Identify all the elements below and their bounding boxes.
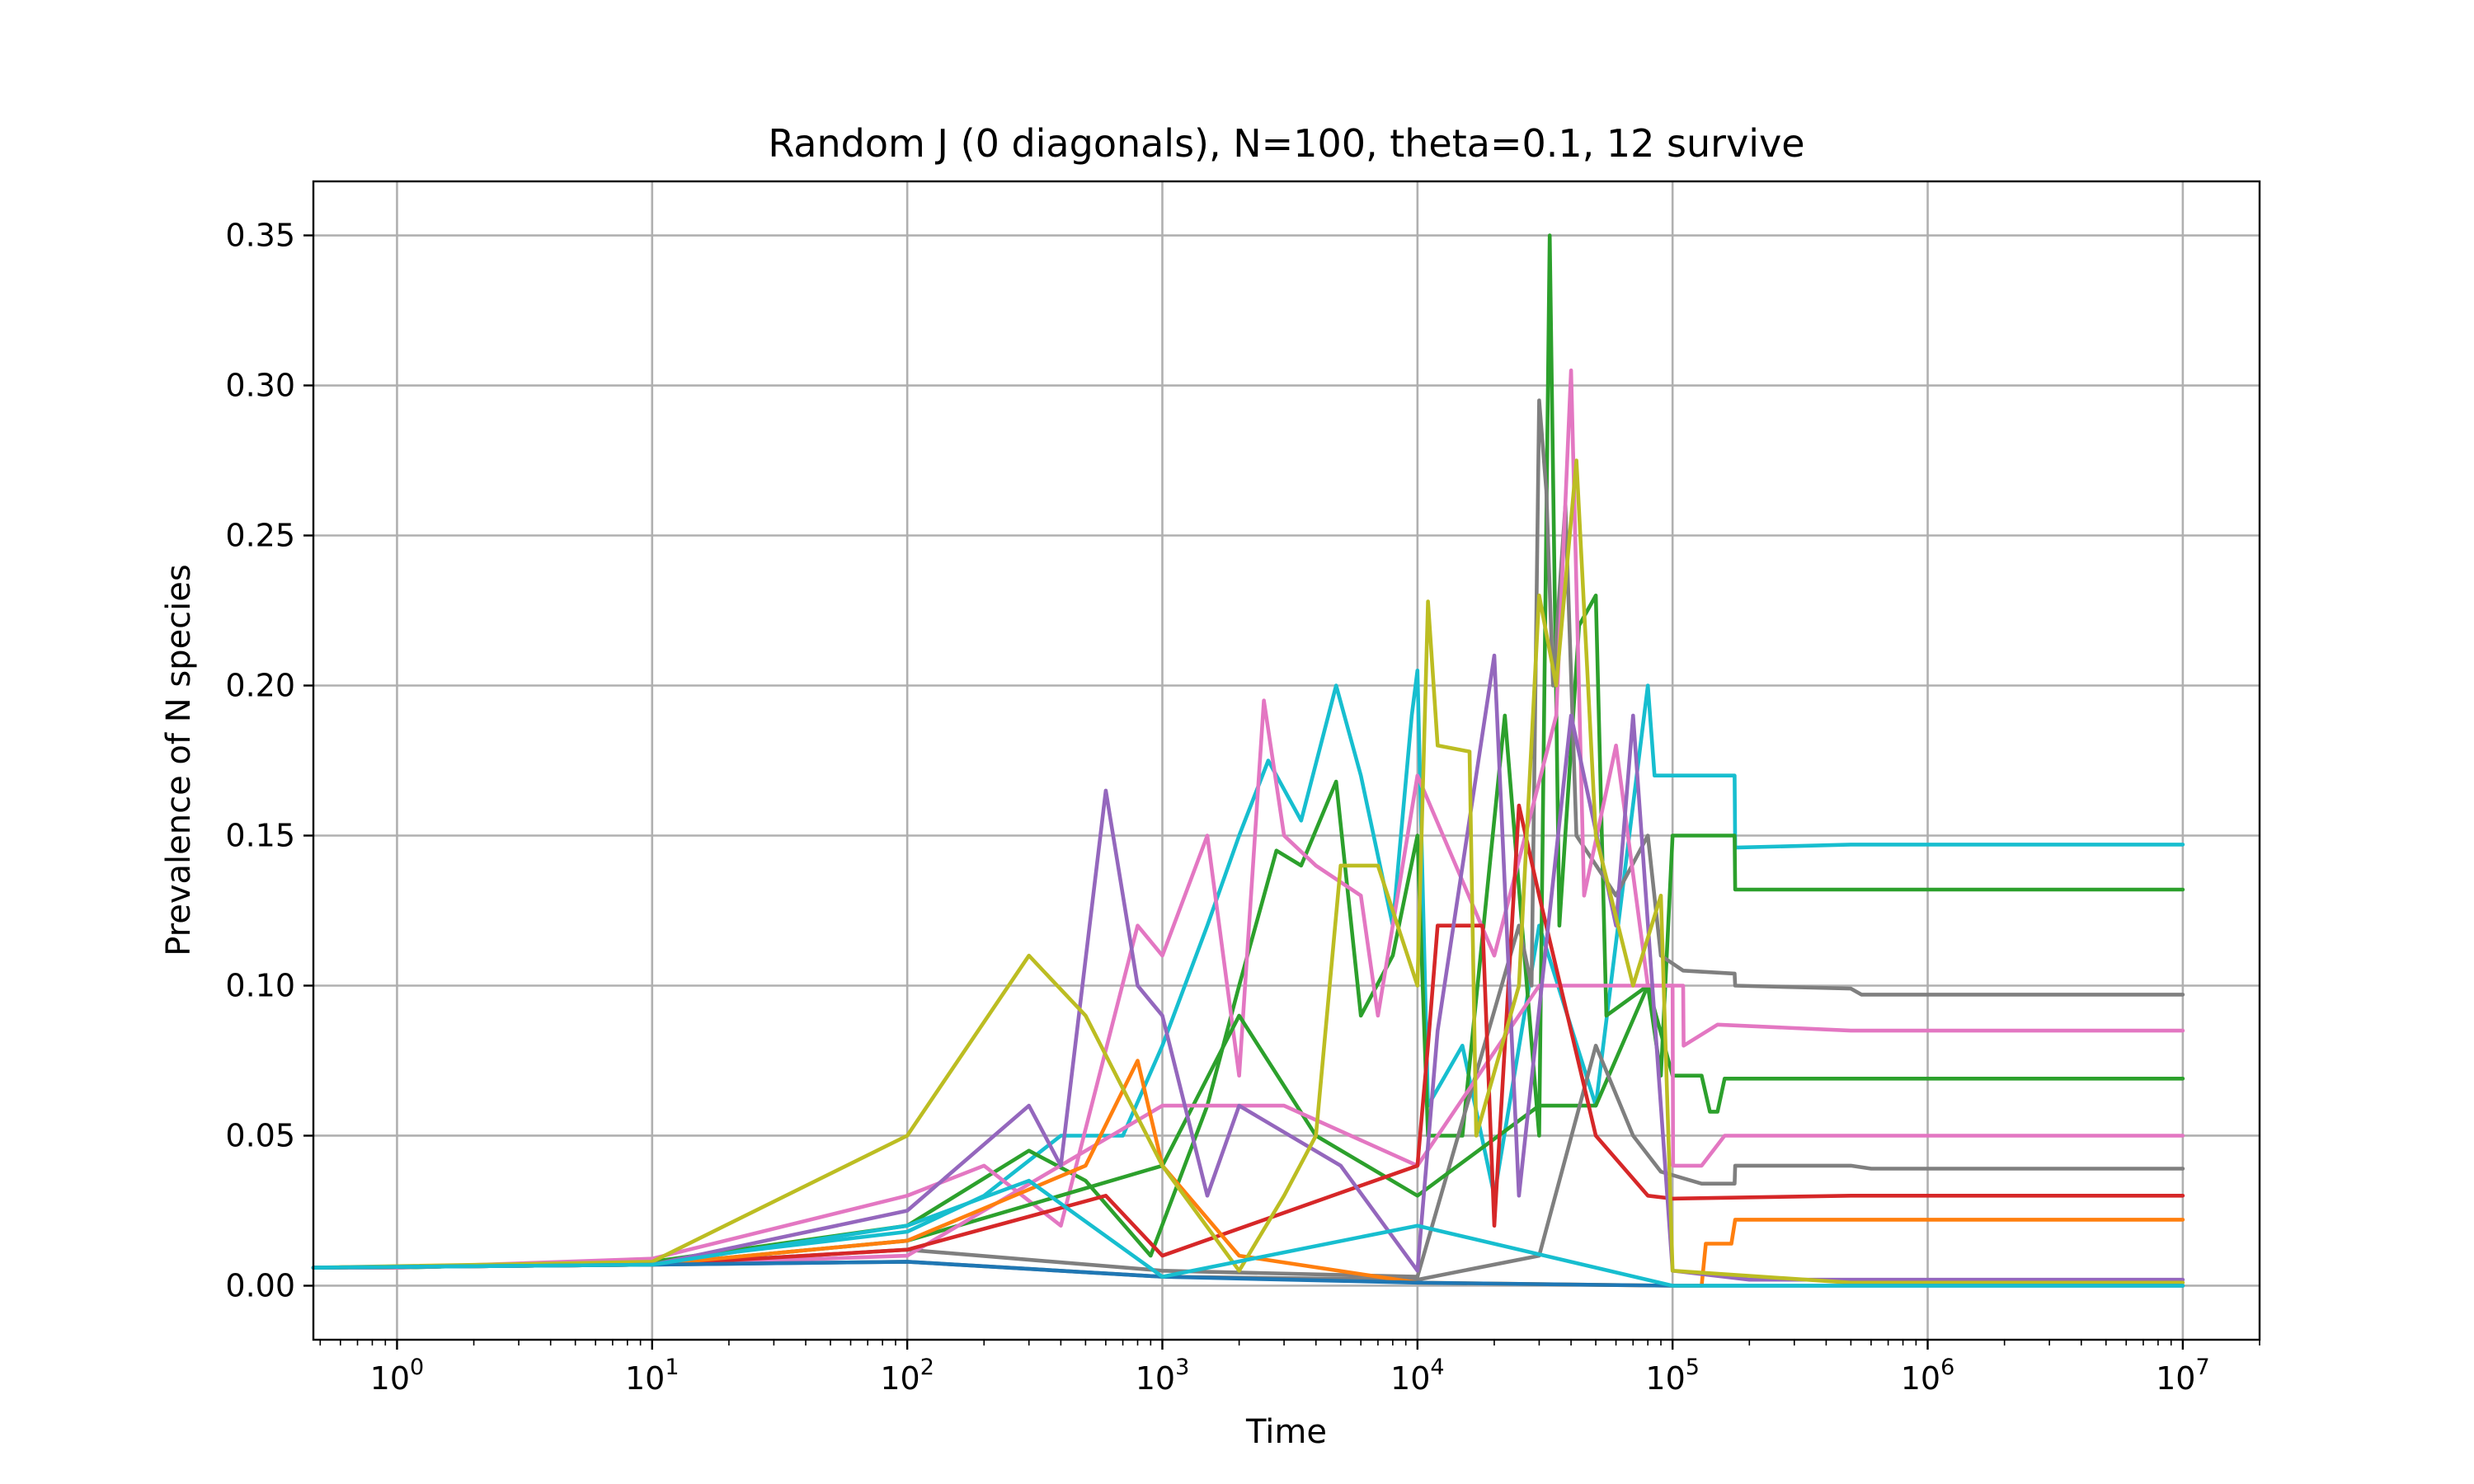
y-tick-label: 0.15 (225, 817, 295, 853)
x-tick-base: 10 (1390, 1360, 1430, 1397)
x-tick-label: 102 (880, 1355, 934, 1397)
y-tick-label: 0.00 (225, 1267, 295, 1303)
series-line (311, 669, 2185, 1270)
x-tick-base: 10 (2156, 1360, 2195, 1397)
series-line (311, 1178, 2185, 1288)
series-line (311, 984, 2185, 1270)
y-tick-label: 0.05 (225, 1117, 295, 1153)
x-tick-base: 10 (1136, 1360, 1175, 1397)
x-tick-exponent: 3 (1175, 1355, 1189, 1380)
y-tick-label: 0.30 (225, 368, 295, 404)
x-tick-exponent: 4 (1430, 1355, 1444, 1380)
series-line (311, 653, 2185, 1282)
x-tick-base: 10 (880, 1360, 920, 1397)
grid-lines (313, 181, 2260, 1340)
x-tick-label: 106 (1901, 1355, 1955, 1397)
x-tick-label: 103 (1136, 1355, 1190, 1397)
series-line (311, 1044, 2185, 1282)
plot-series (311, 233, 2185, 1288)
series-line (311, 458, 2185, 1285)
x-tick-label: 101 (625, 1355, 680, 1397)
y-axis-label: Prevalence of N species (160, 564, 198, 956)
x-tick-label: 107 (2156, 1355, 2210, 1397)
y-tick-label: 0.10 (225, 967, 295, 1003)
x-tick-label: 105 (1645, 1355, 1700, 1397)
x-tick-label: 100 (370, 1355, 425, 1397)
y-tick-label: 0.20 (225, 668, 295, 704)
x-tick-exponent: 7 (2195, 1355, 2209, 1380)
x-tick-base: 10 (625, 1360, 665, 1397)
series-line (311, 369, 2185, 1270)
x-tick-exponent: 5 (1686, 1355, 1700, 1380)
plot-frame (312, 180, 2261, 1341)
x-tick-exponent: 0 (410, 1355, 424, 1380)
x-tick-base: 10 (1901, 1360, 1940, 1397)
x-tick-exponent: 1 (665, 1355, 679, 1380)
y-tick-label: 0.25 (225, 518, 295, 554)
x-tick-base: 10 (1645, 1360, 1685, 1397)
x-tick-base: 10 (370, 1360, 410, 1397)
x-tick-exponent: 6 (1940, 1355, 1954, 1380)
x-tick-label: 104 (1390, 1355, 1445, 1397)
x-axis-label: Time (1245, 1413, 1327, 1451)
series-line (311, 803, 2185, 1270)
chart-title: Random J (0 diagonals), N=100, theta=0.1… (768, 121, 1804, 166)
x-tick-exponent: 2 (920, 1355, 934, 1380)
series-line (311, 398, 2185, 1279)
y-tick-label: 0.35 (225, 218, 295, 254)
series-line (311, 1059, 2185, 1288)
